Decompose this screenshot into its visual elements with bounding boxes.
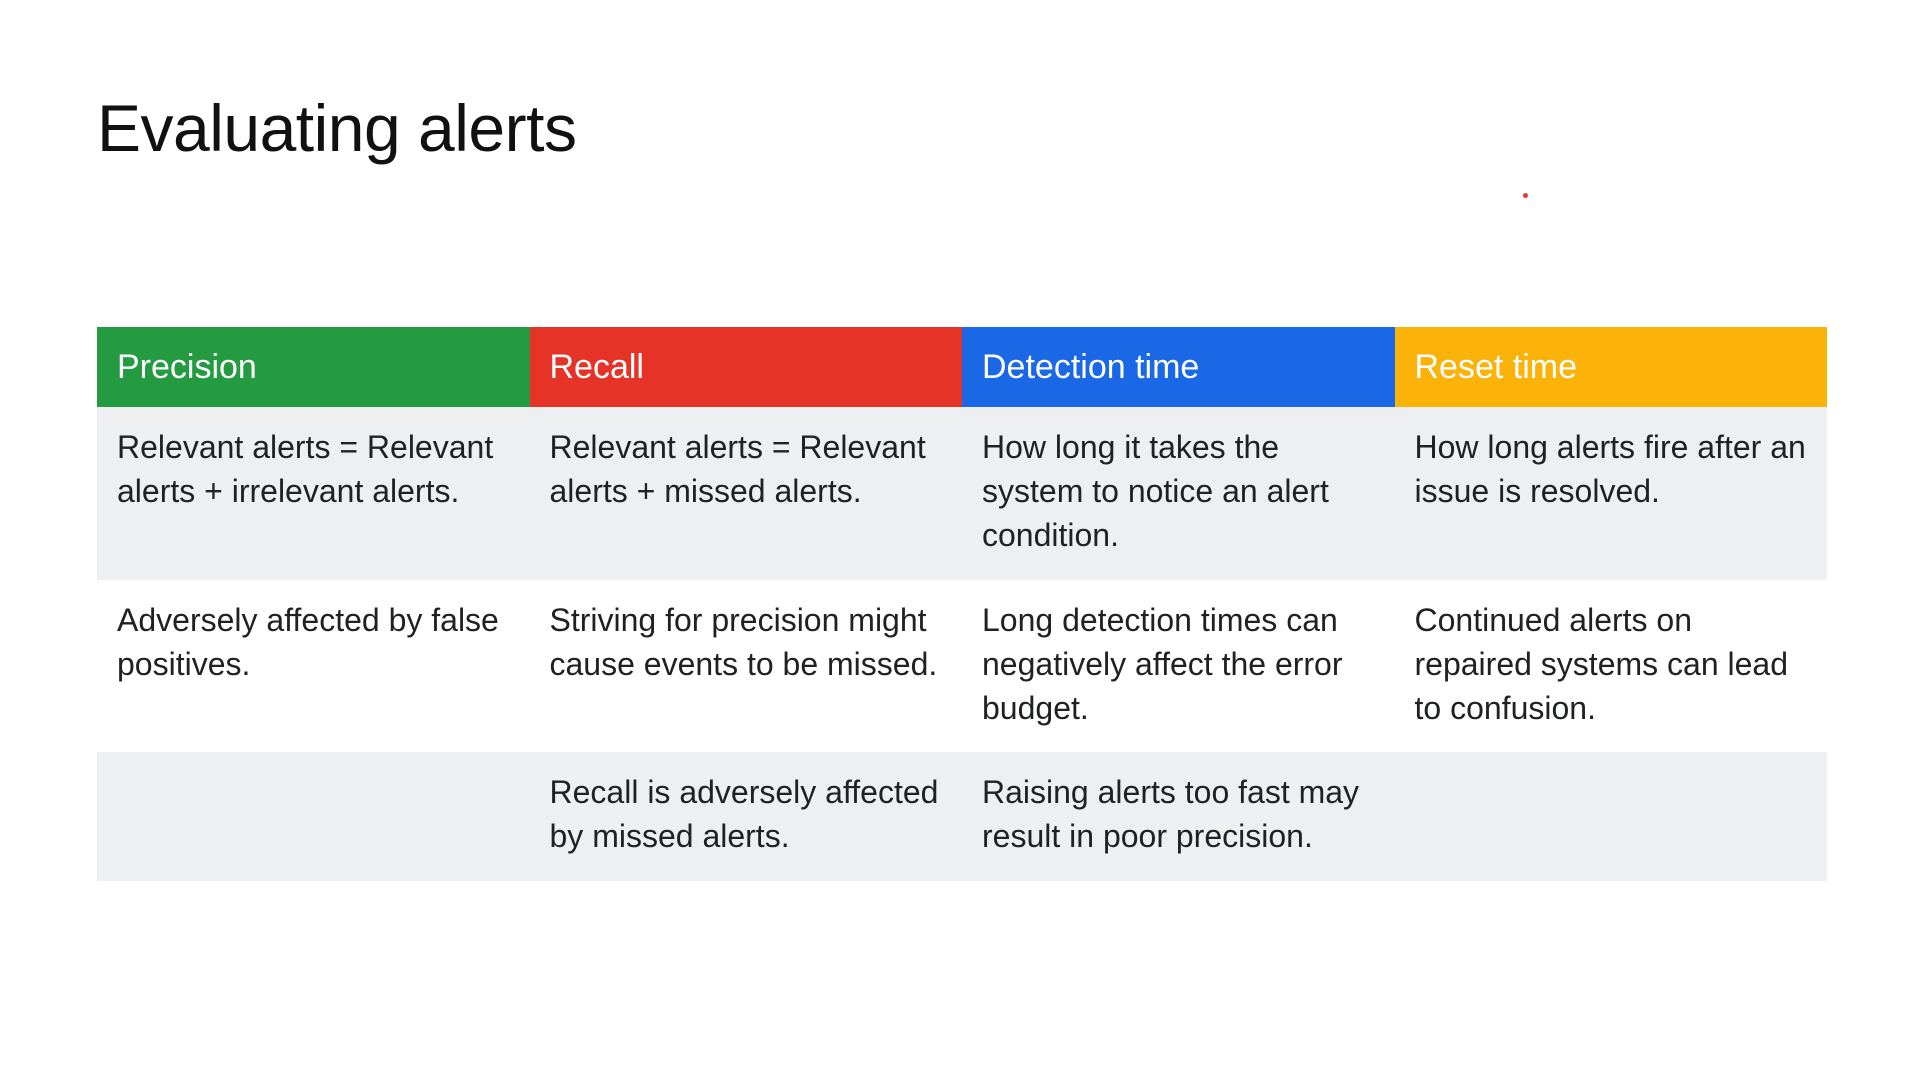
- column-header-reset-time: Reset time: [1394, 327, 1827, 407]
- table-cell-reset-time-note: [1394, 752, 1827, 881]
- table-cell-reset-time-definition: How long alerts fire after an issue is r…: [1394, 407, 1827, 580]
- table-cell-precision-note: [97, 752, 530, 881]
- table-cell-precision-definition: Relevant alerts = Relevant alerts + irre…: [97, 407, 530, 580]
- table-cell-reset-time-effect: Continued alerts on repaired systems can…: [1394, 580, 1827, 752]
- table-cell-recall-definition: Relevant alerts = Relevant alerts + miss…: [529, 407, 962, 580]
- table-cell-detection-time-note: Raising alerts too fast may result in po…: [962, 752, 1395, 881]
- laser-pointer-dot: [1523, 193, 1528, 198]
- column-header-detection-time: Detection time: [962, 327, 1395, 407]
- column-header-precision: Precision: [97, 327, 530, 407]
- table-cell-recall-effect: Striving for precision might cause event…: [529, 580, 962, 752]
- table-cell-detection-time-definition: How long it takes the system to notice a…: [962, 407, 1395, 580]
- table-cell-recall-note: Recall is adversely affected by missed a…: [529, 752, 962, 881]
- table-cell-precision-effect: Adversely affected by false positives.: [97, 580, 530, 752]
- evaluation-table: Precision Recall Detection time Reset ti…: [97, 327, 1827, 881]
- slide-title: Evaluating alerts: [97, 91, 577, 165]
- column-header-recall: Recall: [529, 327, 962, 407]
- table-cell-detection-time-effect: Long detection times can negatively affe…: [962, 580, 1395, 752]
